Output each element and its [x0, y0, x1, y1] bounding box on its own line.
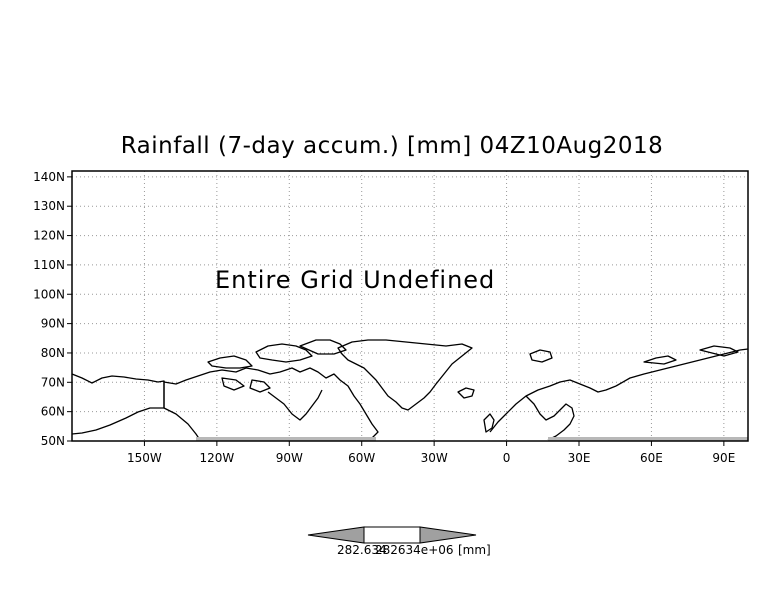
colorbar-left-arrow [307, 526, 365, 544]
colorbar-box [363, 526, 421, 544]
lon-label: 120W [199, 451, 234, 465]
lat-label: 60N [41, 405, 65, 419]
undefined-data-strip-east [548, 437, 748, 441]
undefined-message: Entire Grid Undefined [215, 266, 495, 294]
map-title: Rainfall (7-day accum.) [mm] 04Z10Aug201… [120, 133, 664, 159]
colorbar-label-b: 282634e+06 [375, 543, 454, 557]
lon-label: 150W [127, 451, 162, 465]
latitude-axis: 140N 130N 120N 110N 100N 90N 80N 70N 60N 50N [33, 170, 72, 448]
lat-label: 80N [41, 346, 65, 360]
lat-label: 110N [33, 258, 65, 272]
map-plot-area: 140N 130N 120N 110N 100N 90N 80N 70N 60N 50N 150W… [33, 170, 749, 465]
lat-label: 70N [41, 375, 65, 389]
lat-label: 50N [41, 434, 65, 448]
lon-label: 90W [276, 451, 303, 465]
lat-label: 120N [33, 229, 65, 243]
lat-label: 100N [33, 287, 65, 301]
colorbar-unit: [mm] [458, 543, 491, 557]
colorbar [307, 526, 477, 544]
undefined-data-strip-west [196, 437, 376, 441]
lat-label: 130N [33, 199, 65, 213]
longitude-axis: 150W 120W 90W 60W 30W 0 30E 60E 90E [127, 441, 735, 465]
grid-lines [72, 171, 748, 442]
colorbar-right-arrow [419, 526, 477, 544]
coastlines [71, 339, 749, 441]
map-frame [71, 170, 749, 442]
colorbar-label-a: 282.634 [337, 543, 387, 557]
lon-label: 0 [503, 451, 511, 465]
lon-label: 90E [712, 451, 735, 465]
lon-label: 30E [568, 451, 591, 465]
lon-label: 60W [348, 451, 375, 465]
lat-label: 90N [41, 317, 65, 331]
lon-label: 30W [421, 451, 448, 465]
lat-label: 140N [33, 170, 65, 184]
lon-label: 60E [640, 451, 663, 465]
